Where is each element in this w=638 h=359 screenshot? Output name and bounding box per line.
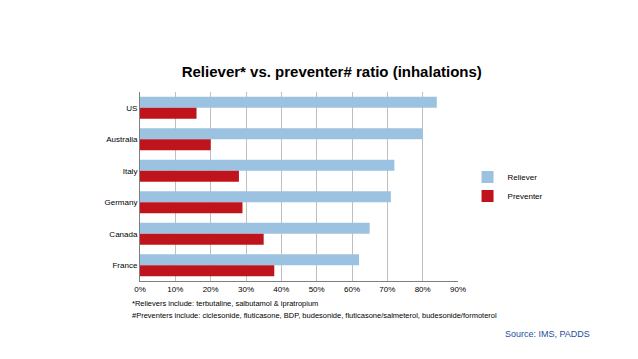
svg-text:30%: 30% xyxy=(238,285,254,294)
svg-text:20%: 20% xyxy=(203,285,219,294)
svg-text:Reliever* vs. preventer# ratio: Reliever* vs. preventer# ratio (inhalati… xyxy=(182,63,482,80)
svg-text:90%: 90% xyxy=(450,285,466,294)
svg-text:*Relievers include: terbutalin: *Relievers include: terbutaline, salbuta… xyxy=(132,299,318,308)
svg-text:50%: 50% xyxy=(309,285,325,294)
svg-text:80%: 80% xyxy=(415,285,431,294)
svg-text:Source: IMS, PADDS: Source: IMS, PADDS xyxy=(505,329,590,339)
svg-text:Preventer: Preventer xyxy=(508,192,543,201)
svg-text:Reliever: Reliever xyxy=(508,173,538,182)
svg-text:#Preventers include: ciclesoni: #Preventers include: ciclesonide, flutic… xyxy=(132,311,497,320)
svg-text:Italy: Italy xyxy=(123,167,138,176)
svg-text:70%: 70% xyxy=(379,285,395,294)
svg-text:40%: 40% xyxy=(273,285,289,294)
svg-text:0%: 0% xyxy=(134,285,146,294)
svg-text:Germany: Germany xyxy=(104,198,137,207)
svg-text:France: France xyxy=(112,261,137,270)
svg-text:Australia: Australia xyxy=(106,135,138,144)
svg-text:Canada: Canada xyxy=(109,230,138,239)
svg-text:60%: 60% xyxy=(344,285,360,294)
svg-text:10%: 10% xyxy=(167,285,183,294)
svg-text:US: US xyxy=(126,104,137,113)
